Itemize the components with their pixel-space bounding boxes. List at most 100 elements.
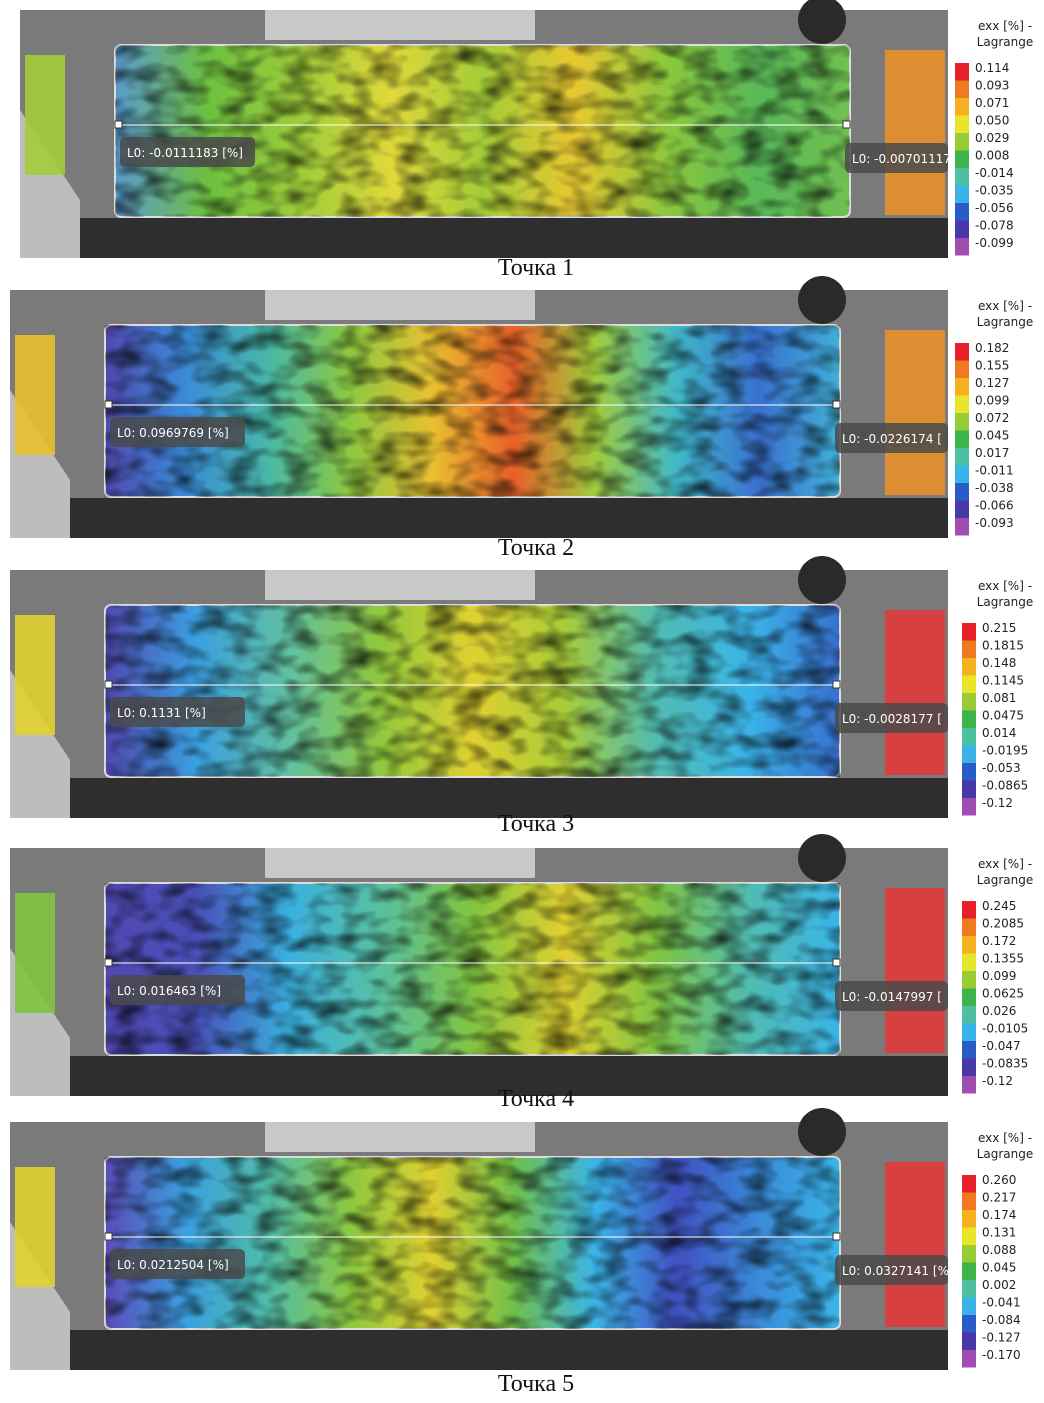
legend-label: 0.029: [975, 131, 1009, 145]
legend-swatch: [962, 1006, 976, 1024]
legend-title: Lagrange: [977, 873, 1034, 887]
legend-swatch: [962, 918, 976, 936]
legend-label: 0.215: [982, 621, 1016, 635]
legend-title: Lagrange: [977, 595, 1034, 609]
base: [10, 498, 948, 538]
legend-swatch: [955, 133, 969, 151]
legend-label: -0.12: [982, 796, 1013, 810]
legend-label: 0.081: [982, 691, 1016, 705]
support: [798, 556, 846, 604]
legend-swatch: [962, 728, 976, 746]
legend-swatch: [955, 500, 969, 518]
legend-label: 0.026: [982, 1004, 1016, 1018]
legend-label: 0.1355: [982, 952, 1024, 966]
legend-label: -0.053: [982, 761, 1021, 775]
marker-box: [845, 143, 948, 173]
legend-label: 0.1815: [982, 639, 1024, 653]
legend-label: -0.0195: [982, 744, 1028, 758]
legend-swatch: [955, 115, 969, 133]
side-patch: [885, 330, 945, 495]
marker-label: L0: 0.0212504 [%]: [117, 1258, 229, 1272]
clamp-top: [265, 848, 535, 878]
legend-swatch: [962, 1041, 976, 1059]
legend-swatch: [962, 988, 976, 1006]
clamp-top: [265, 10, 535, 40]
legend-swatch: [962, 1058, 976, 1076]
legend-swatch: [962, 1192, 976, 1210]
legend-label: 0.099: [982, 969, 1016, 983]
clamp-top: [265, 1122, 535, 1152]
side-patch: [885, 50, 945, 215]
legend-swatch: [955, 360, 969, 378]
support: [798, 1108, 846, 1156]
marker-label: L0: -0.00701117: [852, 152, 951, 166]
legend-label: 0.148: [982, 656, 1016, 670]
clamp-top: [265, 290, 535, 320]
legend-label: 0.127: [975, 376, 1009, 390]
legend-label: -0.0835: [982, 1057, 1028, 1071]
legend-swatch: [962, 1350, 976, 1368]
gauge-end: [832, 958, 841, 967]
legend-swatch: [962, 1023, 976, 1041]
base: [10, 1330, 948, 1370]
legend-swatch: [962, 640, 976, 658]
legend-label: -0.084: [982, 1313, 1021, 1327]
caption: Точка 1: [498, 255, 574, 281]
legend-title: Lagrange: [977, 1147, 1034, 1161]
side-patch: [885, 888, 945, 1053]
legend-swatch: [955, 465, 969, 483]
base: [10, 778, 948, 818]
legend-label: 0.1145: [982, 674, 1024, 688]
legend-swatch: [962, 1245, 976, 1263]
marker-label: L0: 0.0327141 [%: [842, 1264, 949, 1278]
caption: Точка 5: [498, 1371, 574, 1397]
gauge-end: [104, 400, 113, 409]
legend-swatch: [955, 220, 969, 238]
legend-label: 0.071: [975, 96, 1009, 110]
caption: Точка 2: [498, 535, 574, 561]
side-patch: [885, 1162, 945, 1327]
side-patch: [25, 55, 65, 175]
marker-box: [110, 975, 245, 1005]
legend-swatch: [962, 1175, 976, 1193]
legend-swatch: [955, 518, 969, 536]
side-patch: [15, 615, 55, 735]
strain-texture: [105, 325, 840, 497]
legend-swatch: [955, 448, 969, 466]
marker-label: L0: -0.0028177 [: [842, 712, 942, 726]
marker-box: [835, 423, 948, 453]
side-patch: [15, 335, 55, 455]
legend-label: 0.131: [982, 1226, 1016, 1240]
legend-label: 0.088: [982, 1243, 1016, 1257]
legend-swatch: [955, 63, 969, 81]
legend-label: 0.172: [982, 934, 1016, 948]
marker-label: L0: -0.0226174 [: [842, 432, 942, 446]
legend-swatch: [962, 936, 976, 954]
support: [798, 834, 846, 882]
marker-box: [110, 417, 245, 447]
legend-swatch: [955, 150, 969, 168]
legend-swatch: [955, 185, 969, 203]
marker-label: L0: -0.0111183 [%]: [127, 146, 243, 160]
legend-label: 0.155: [975, 359, 1009, 373]
legend-swatch: [962, 1210, 976, 1228]
support: [798, 276, 846, 324]
marker-box: [835, 1255, 948, 1285]
legend-swatch: [955, 430, 969, 448]
legend-title: exx [%] -: [978, 19, 1032, 33]
marker-label: L0: 0.1131 [%]: [117, 706, 206, 720]
marker-label: L0: 0.016463 [%]: [117, 984, 221, 998]
legend-swatch: [962, 763, 976, 781]
gauge-end: [104, 680, 113, 689]
legend-swatch: [962, 953, 976, 971]
legend-swatch: [962, 1227, 976, 1245]
legend-label: 0.182: [975, 341, 1009, 355]
legend-swatch: [962, 710, 976, 728]
gauge-end: [104, 958, 113, 967]
legend-label: -0.12: [982, 1074, 1013, 1088]
legend-label: -0.0865: [982, 779, 1028, 793]
legend-label: 0.0625: [982, 987, 1024, 1001]
panel: L0: -0.0111183 [%] L0: -0.00701117 exx [%]…: [20, 0, 1033, 281]
legend-title: Lagrange: [977, 35, 1034, 49]
legend-label: 0.260: [982, 1173, 1016, 1187]
